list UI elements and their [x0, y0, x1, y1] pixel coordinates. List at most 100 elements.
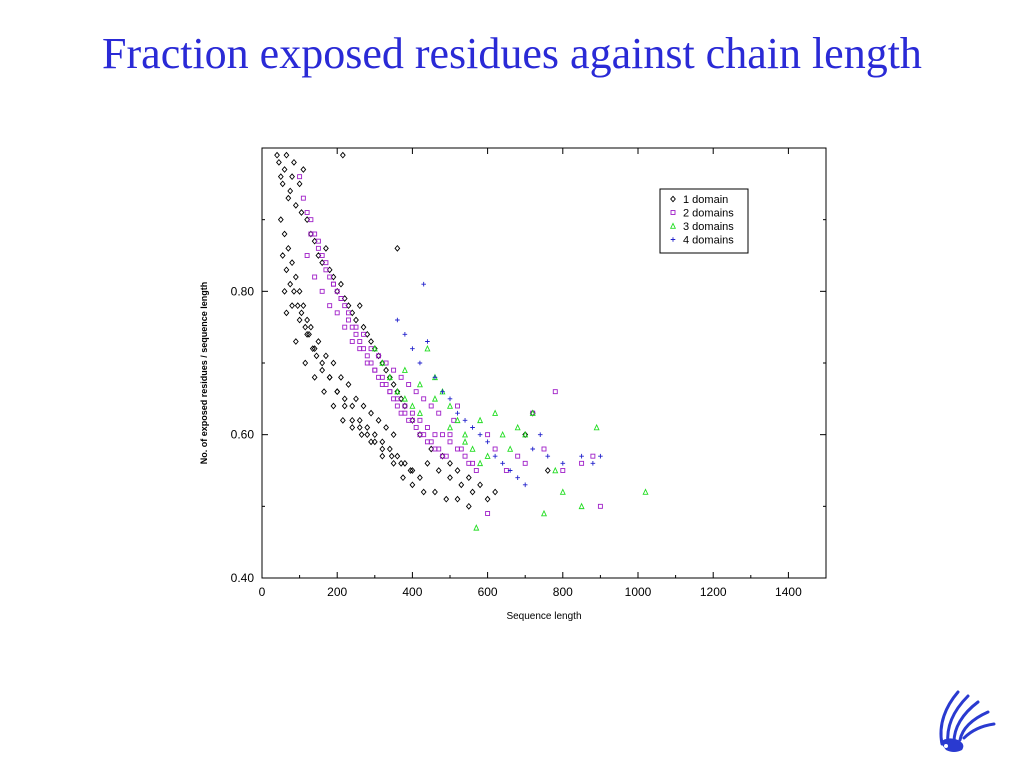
data-point [436, 410, 442, 416]
data-point [281, 166, 288, 173]
data-point [360, 402, 367, 410]
data-point [447, 474, 453, 482]
data-point [514, 423, 521, 431]
legend-marker [669, 222, 677, 229]
data-point [522, 431, 529, 438]
data-point [326, 373, 333, 381]
data-point [455, 446, 460, 452]
data-point [436, 446, 442, 452]
slide-title: Fraction exposed residues against chain … [102, 29, 922, 78]
data-point [391, 367, 397, 373]
data-point [345, 381, 352, 388]
data-point [642, 488, 649, 495]
data-point [349, 402, 356, 410]
data-point [507, 468, 513, 473]
data-point [308, 231, 314, 237]
chart-axes: 0 200 400 600 800 1000 1200 1400 0.40 0.60 0.80 Seq… [199, 147, 827, 622]
data-point [431, 395, 438, 402]
data-point [323, 267, 329, 273]
legend-label: 3 domains [683, 221, 734, 233]
data-point [540, 509, 548, 517]
data-point [298, 209, 305, 216]
data-point [410, 346, 415, 351]
data-point [375, 352, 382, 360]
data-point [421, 396, 427, 402]
data-point [353, 324, 359, 330]
data-point [353, 331, 359, 337]
data-point [409, 467, 416, 474]
data-point [277, 173, 284, 181]
data-point [383, 360, 389, 366]
data-point [432, 432, 438, 438]
data-point [507, 445, 514, 452]
legend-marker [670, 237, 676, 242]
data-point [409, 417, 415, 423]
data-point [304, 330, 311, 338]
data-point [296, 287, 303, 295]
data-point [346, 317, 351, 323]
data-point [477, 432, 483, 437]
data-point [590, 453, 596, 459]
legend-label: 4 domains [683, 235, 734, 247]
data-point [484, 452, 491, 459]
data-point [379, 374, 385, 380]
data-point [304, 253, 310, 258]
data-point [552, 466, 559, 474]
data-point [435, 467, 442, 474]
data-point [401, 395, 408, 402]
data-point [321, 388, 327, 396]
data-point [560, 468, 566, 473]
data-point [579, 460, 585, 466]
data-point [402, 410, 408, 416]
data-point [349, 416, 356, 424]
data-point [499, 431, 506, 438]
data-point [330, 402, 337, 410]
data-point [342, 324, 348, 330]
data-point [394, 388, 401, 395]
data-point [485, 439, 490, 445]
data-point [424, 425, 430, 430]
data-point [334, 388, 341, 396]
data-point [402, 332, 408, 337]
data-point [485, 511, 491, 516]
data-point [402, 403, 408, 409]
y-tick-label: 0.60 [231, 428, 255, 442]
data-point [291, 158, 297, 166]
data-point [401, 402, 408, 410]
data-point [300, 195, 306, 201]
data-point [326, 373, 333, 381]
data-point [432, 488, 438, 496]
legend-label: 1 domain [683, 194, 728, 206]
data-point [375, 416, 382, 424]
data-point [597, 503, 603, 509]
data-point [469, 488, 476, 496]
data-point [372, 367, 378, 373]
data-point [400, 474, 406, 482]
data-point [289, 302, 295, 310]
legend-marker [670, 210, 676, 215]
data-point [545, 453, 551, 459]
data-point [544, 467, 551, 474]
data-point [462, 453, 468, 459]
x-tick-label: 800 [553, 585, 573, 599]
data-point [342, 303, 348, 309]
data-point [319, 253, 325, 258]
data-point [319, 366, 326, 374]
data-point [306, 330, 312, 338]
data-point [492, 453, 498, 459]
data-point [492, 446, 498, 452]
data-point [447, 432, 453, 438]
data-point [515, 475, 520, 480]
data-point [323, 352, 329, 360]
data-point [309, 345, 316, 353]
data-point [279, 252, 286, 259]
data-point [470, 425, 475, 430]
data-point [361, 331, 366, 337]
data-point [334, 310, 340, 316]
data-point [390, 459, 397, 467]
data-point [338, 373, 344, 381]
data-point [409, 402, 416, 409]
data-point [327, 274, 333, 280]
data-point [465, 474, 472, 482]
data-point [283, 151, 290, 159]
